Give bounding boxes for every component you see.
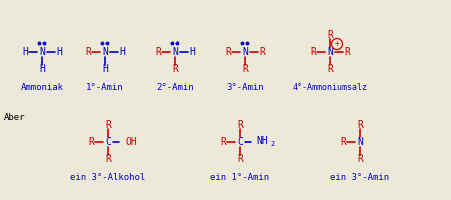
- Text: R: R: [343, 47, 349, 57]
- Text: 3°-Amin: 3°-Amin: [226, 82, 263, 92]
- Text: 4°-Ammoniumsalz: 4°-Ammoniumsalz: [292, 82, 367, 92]
- Text: N: N: [327, 47, 332, 57]
- Text: R: R: [327, 64, 332, 74]
- Text: R: R: [220, 137, 226, 147]
- Text: R: R: [155, 47, 161, 57]
- Text: H: H: [56, 47, 62, 57]
- Text: N: N: [172, 47, 178, 57]
- Text: H: H: [189, 47, 194, 57]
- Text: OH: OH: [126, 137, 138, 147]
- Text: R: R: [236, 120, 242, 130]
- Text: R: R: [258, 47, 264, 57]
- Text: Aber: Aber: [4, 114, 25, 122]
- Text: Ammoniak: Ammoniak: [20, 82, 63, 92]
- Text: H: H: [22, 47, 28, 57]
- Text: ein 3°-Alkohol: ein 3°-Alkohol: [70, 172, 145, 182]
- Text: R: R: [85, 47, 91, 57]
- Text: R: R: [236, 154, 242, 164]
- Text: R: R: [88, 137, 94, 147]
- Text: R: R: [356, 120, 362, 130]
- Text: H: H: [39, 64, 45, 74]
- Text: NH: NH: [255, 136, 267, 146]
- Text: +: +: [334, 40, 339, 48]
- Text: N: N: [356, 137, 362, 147]
- Text: R: R: [225, 47, 230, 57]
- Text: ein 1°-Amin: ein 1°-Amin: [210, 172, 269, 182]
- Text: 1°-Amin: 1°-Amin: [86, 82, 124, 92]
- Text: H: H: [102, 64, 108, 74]
- Text: N: N: [102, 47, 108, 57]
- Text: N: N: [39, 47, 45, 57]
- Text: R: R: [309, 47, 315, 57]
- Text: R: R: [105, 154, 110, 164]
- Text: R: R: [339, 137, 345, 147]
- Text: H: H: [119, 47, 124, 57]
- Text: C: C: [236, 137, 242, 147]
- Text: N: N: [242, 47, 248, 57]
- Text: ein 3°-Amin: ein 3°-Amin: [330, 172, 389, 182]
- Text: R: R: [356, 154, 362, 164]
- Text: R: R: [327, 30, 332, 40]
- Text: 2: 2: [269, 141, 274, 147]
- Text: R: R: [105, 120, 110, 130]
- Text: R: R: [242, 64, 248, 74]
- Text: R: R: [172, 64, 178, 74]
- Text: C: C: [105, 137, 110, 147]
- Text: 2°-Amin: 2°-Amin: [156, 82, 193, 92]
